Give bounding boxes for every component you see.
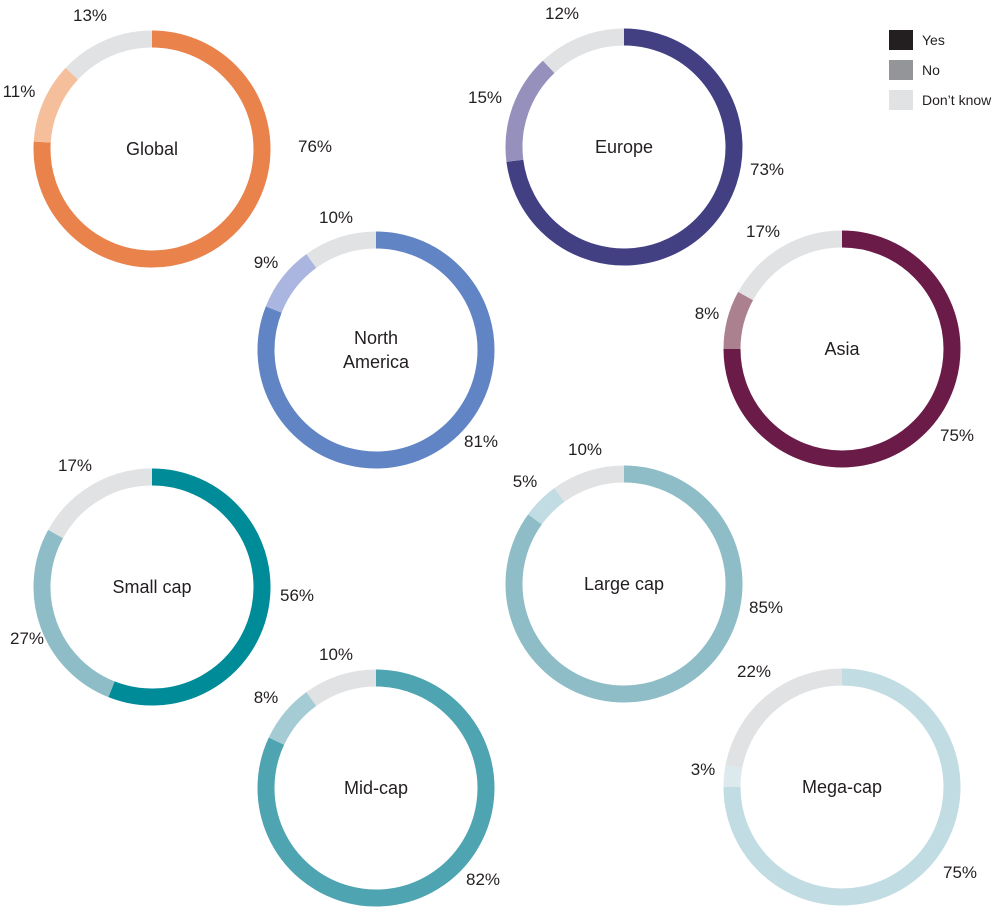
- donut-large-cap-label-yes: 85%: [749, 598, 783, 617]
- donut-mega-cap-segment-no: [723, 764, 743, 788]
- donut-mid-cap-label-yes: 82%: [466, 870, 500, 889]
- legend: Yes No Don’t know: [889, 29, 998, 119]
- donut-asia-segment-dont-know: [738, 230, 843, 301]
- donut-small-cap-label-yes: 56%: [280, 586, 314, 605]
- donut-small-cap-segment-no: [33, 529, 115, 698]
- legend-item-dont-know: Don’t know: [889, 89, 998, 111]
- donut-mid-cap-label-dont-know: 10%: [319, 645, 353, 664]
- donut-large-cap-center-label-line: Large cap: [584, 574, 664, 594]
- legend-label-no: No: [922, 62, 940, 78]
- legend-swatch-dont-know: [889, 90, 913, 110]
- donut-mid-cap-label-no: 8%: [254, 688, 279, 707]
- legend-item-yes: Yes: [889, 29, 998, 51]
- donut-mega-cap-segment-dont-know: [725, 668, 843, 769]
- donut-global: Global 76% 11% 13%: [3, 6, 332, 268]
- donut-europe-segment-yes: [506, 28, 743, 266]
- donut-small-cap-center-label: Small cap: [112, 577, 191, 597]
- donut-large-cap-center-label: Large cap: [584, 574, 664, 594]
- donut-global-center-label-line: Global: [126, 139, 178, 159]
- donut-large-cap-label-dont-know: 10%: [568, 440, 602, 459]
- donut-mega-cap-center-label-line: Mega-cap: [802, 777, 882, 797]
- donut-north-america-label-no: 9%: [254, 253, 279, 272]
- legend-label-yes: Yes: [922, 32, 945, 48]
- donut-mid-cap-segment-no: [268, 692, 317, 746]
- donut-north-america-center-label-line: North: [354, 328, 398, 348]
- donut-mega-cap-segment-yes: [723, 668, 961, 906]
- legend-swatch-no: [889, 60, 913, 80]
- donut-north-america-segment-yes: [257, 231, 495, 469]
- legend-item-no: No: [889, 59, 998, 81]
- donut-asia-segment-yes: [723, 230, 961, 468]
- donut-europe-center-label-line: Europe: [595, 137, 653, 157]
- donut-north-america: North America 81% 9% 10%: [254, 208, 498, 469]
- donut-europe-segment-dont-know: [542, 28, 625, 74]
- donut-mega-cap-label-no: 3%: [691, 760, 716, 779]
- donut-mega-cap-label-yes: 75%: [943, 863, 977, 882]
- donut-asia-segment-no: [723, 291, 754, 350]
- donut-mid-cap-center-label-line: Mid-cap: [344, 778, 408, 798]
- donut-global-segment-no: [33, 67, 79, 143]
- donut-small-cap-segment-dont-know: [48, 468, 153, 539]
- donut-mid-cap-center-label: Mid-cap: [344, 778, 408, 798]
- legend-label-dont-know: Don’t know: [922, 92, 992, 108]
- donut-small-cap-center-label-line: Small cap: [112, 577, 191, 597]
- donut-global-center-label: Global: [126, 139, 178, 159]
- donut-global-label-dont-know: 13%: [73, 6, 107, 25]
- donut-north-america-label-yes: 81%: [464, 432, 498, 451]
- donut-large-cap-segment-no: [528, 488, 565, 525]
- donut-asia-center-label: Asia: [824, 339, 860, 359]
- donut-europe-label-dont-know: 12%: [545, 4, 579, 23]
- donut-europe: Europe 73% 15% 12%: [468, 4, 784, 266]
- donut-large-cap-segment-dont-know: [554, 465, 625, 503]
- donut-asia-label-no: 8%: [695, 304, 720, 323]
- donut-asia-label-yes: 75%: [940, 426, 974, 445]
- donut-europe-label-yes: 73%: [750, 160, 784, 179]
- donut-mega-cap-label-dont-know: 22%: [737, 662, 771, 681]
- donut-north-america-segment-no: [265, 254, 317, 313]
- donut-small-cap-label-no: 27%: [10, 629, 44, 648]
- donut-global-label-yes: 76%: [298, 137, 332, 156]
- donut-large-cap: Large cap 85% 5% 10%: [505, 440, 783, 703]
- donut-large-cap-segment-yes: [505, 465, 743, 703]
- donut-north-america-label-dont-know: 10%: [319, 208, 353, 227]
- donut-mid-cap-segment-yes: [257, 669, 495, 907]
- donut-global-segment-dont-know: [65, 30, 153, 80]
- legend-swatch-yes: [889, 30, 913, 50]
- donut-small-cap: Small cap 56% 27% 17%: [10, 456, 314, 706]
- donut-north-america-segment-dont-know: [306, 231, 377, 269]
- donut-small-cap-label-dont-know: 17%: [58, 456, 92, 475]
- donut-mega-cap: Mega-cap 75% 3% 22%: [691, 662, 977, 906]
- donut-mid-cap-segment-dont-know: [306, 669, 377, 707]
- donut-mid-cap: Mid-cap 82% 8% 10%: [254, 645, 500, 907]
- donut-global-label-no: 11%: [3, 82, 36, 101]
- donut-small-cap-segment-yes: [108, 468, 271, 706]
- donut-europe-center-label: Europe: [595, 137, 653, 157]
- donut-asia: Asia 75% 8% 17%: [695, 222, 974, 468]
- donut-mega-cap-center-label: Mega-cap: [802, 777, 882, 797]
- donut-north-america-center-label: North America: [343, 328, 410, 372]
- donut-global-segment-yes: [33, 30, 271, 268]
- donut-asia-center-label-line: Asia: [824, 339, 860, 359]
- donut-north-america-center-label-line: America: [343, 352, 410, 372]
- donut-asia-label-dont-know: 17%: [746, 222, 780, 241]
- donut-europe-label-no: 15%: [468, 88, 502, 107]
- donut-large-cap-label-no: 5%: [513, 472, 538, 491]
- donut-europe-segment-no: [505, 60, 555, 162]
